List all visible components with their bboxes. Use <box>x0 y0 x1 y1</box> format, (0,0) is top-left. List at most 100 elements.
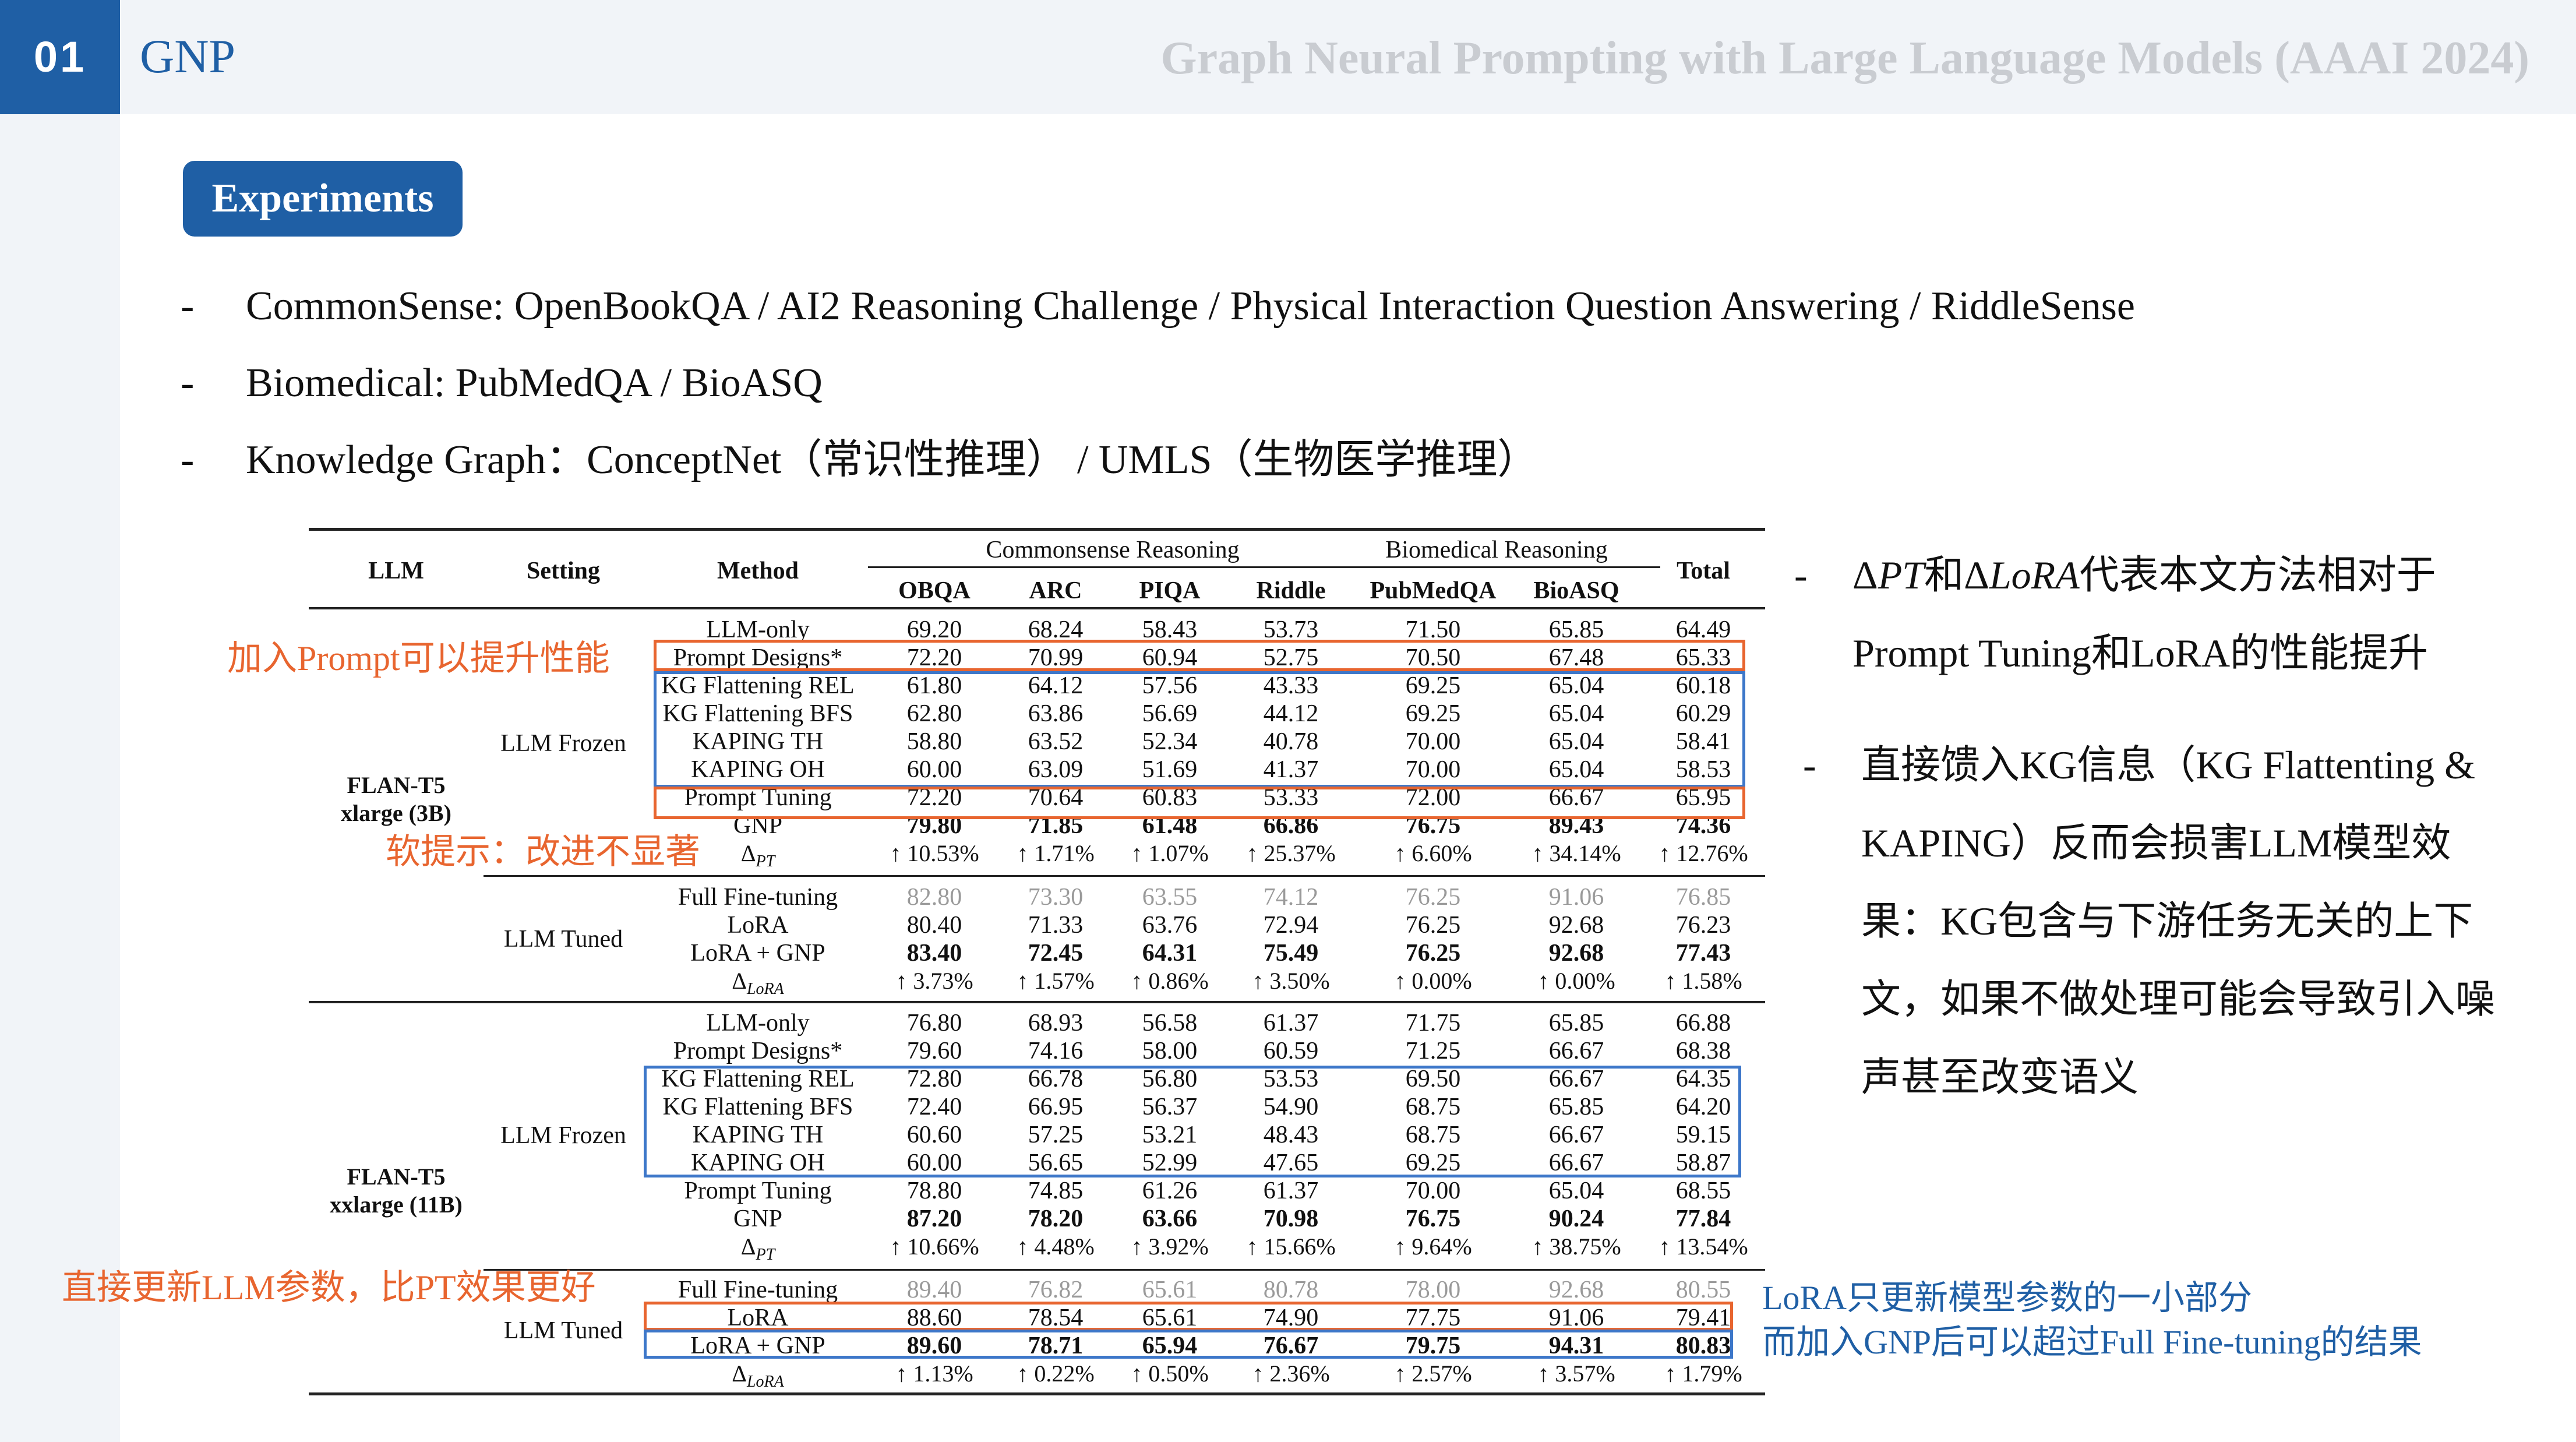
annotation-soft-prompt: 软提示：改进不显著 <box>386 833 700 871</box>
right-note-kg-line: 果：KG包含与下游任务无关的上下 <box>1861 899 2473 943</box>
table-cell: 66.67 <box>1548 1066 1604 1092</box>
table-cell: 68.55 <box>1675 1177 1731 1204</box>
table-cell: 74.90 <box>1263 1305 1319 1331</box>
table-cell: 64.20 <box>1675 1094 1731 1120</box>
highlight-prompt-designs <box>654 640 1745 671</box>
llm-name-line2: xlarge (3B) <box>341 800 451 826</box>
table-cell: 75.49 <box>1263 940 1319 967</box>
table-cell: 72.80 <box>906 1066 962 1092</box>
table-rule-bottom <box>309 1392 1765 1395</box>
table-cell: 60.94 <box>1142 644 1198 671</box>
table-cell: 87.20 <box>906 1205 962 1232</box>
table-cell: 64.49 <box>1675 616 1731 643</box>
table-cell: 76.25 <box>1405 940 1461 967</box>
table-cell: ↑ 1.13% <box>895 1360 973 1387</box>
row-method: GNP <box>733 1205 783 1232</box>
table-cell: 47.65 <box>1263 1150 1319 1176</box>
annotation-lora: LoRA只更新模型参数的一小部分 而加入GNP后可以超过Full Fine-tun… <box>1762 1276 2422 1365</box>
row-method: Prompt Designs* <box>673 1038 843 1064</box>
table-cell: 65.04 <box>1548 756 1604 783</box>
table-cell: 52.99 <box>1142 1150 1198 1176</box>
table-cell: 76.75 <box>1405 812 1461 839</box>
table-cell: 65.61 <box>1142 1277 1198 1303</box>
table-cell: 57.25 <box>1028 1122 1084 1148</box>
table-cell: 65.94 <box>1142 1332 1198 1359</box>
table-cell: ↑ 6.60% <box>1394 840 1472 866</box>
table-cell: 52.75 <box>1263 644 1319 671</box>
table-cell: 58.43 <box>1142 616 1198 643</box>
header-method: Method <box>717 558 799 584</box>
section-title: GNP <box>140 30 236 83</box>
table-cell: 63.09 <box>1028 756 1084 783</box>
table-cell: 79.60 <box>906 1038 962 1064</box>
table-cell: 58.87 <box>1675 1150 1731 1176</box>
table-cell: 76.67 <box>1263 1332 1319 1359</box>
table-cell: 56.37 <box>1142 1094 1198 1120</box>
table-rule-llm-sep <box>309 1001 1765 1003</box>
table-cell: 73.30 <box>1028 884 1084 911</box>
table-cell: 60.18 <box>1675 672 1731 699</box>
row-method: KG Flattening REL <box>661 672 855 699</box>
table-cell: 77.84 <box>1675 1205 1731 1232</box>
table-cell: 58.53 <box>1675 756 1731 783</box>
table-cell: 58.80 <box>906 728 962 755</box>
right-note-kg: - 直接馈入KG信息（KG Flattenting & KAPING）反而会损害… <box>1803 726 2495 1116</box>
table-cell: 60.60 <box>906 1122 962 1148</box>
setting-tuned-xlarge: LLM Tuned <box>503 926 623 953</box>
table-cell: 69.25 <box>1405 1150 1461 1176</box>
table-cell: 72.00 <box>1405 784 1461 811</box>
table-cell: 92.68 <box>1548 912 1604 939</box>
table-cell: 60.00 <box>906 1150 962 1176</box>
table-cell: 56.65 <box>1028 1150 1084 1176</box>
row-method: Full Fine-tuning <box>677 884 838 911</box>
table-cell: 80.55 <box>1675 1277 1731 1303</box>
delta-subscript: PT <box>756 852 775 870</box>
bullet-text: Biomedical: PubMedQA / BioASQ <box>246 361 823 406</box>
table-cell: 60.83 <box>1142 784 1198 811</box>
column-header: PIQA <box>1139 577 1201 604</box>
table-cell: 62.80 <box>906 700 962 727</box>
table-rule-top <box>309 528 1765 531</box>
table-cell: ↑ 10.53% <box>890 840 979 866</box>
table-cell: 66.67 <box>1548 1150 1604 1176</box>
table-cell: 53.21 <box>1142 1122 1198 1148</box>
highlight-prompt-tuning <box>654 787 1745 819</box>
delta-subscript: PT <box>756 1246 775 1264</box>
table-cell: 82.80 <box>906 884 962 911</box>
table-cell: ↑ 1.71% <box>1017 840 1095 866</box>
table-cell: 63.55 <box>1142 884 1198 911</box>
table-cell: 83.40 <box>906 940 962 967</box>
table-cell: 66.95 <box>1028 1094 1084 1120</box>
table-cell: 53.33 <box>1263 784 1319 811</box>
table-cell: 78.71 <box>1028 1332 1084 1359</box>
header-llm: LLM <box>368 558 424 584</box>
delta-symbol: Δ <box>732 968 747 994</box>
annotation-direct-update: 直接更新LLM参数，比PT效果更好 <box>62 1268 596 1307</box>
table-cell: 63.52 <box>1028 728 1084 755</box>
row-method: Prompt Tuning <box>684 784 832 811</box>
table-rule-tuned-1 <box>484 875 1765 877</box>
table-cell: ↑ 3.73% <box>895 968 973 994</box>
right-note-dash: - <box>1794 553 1808 597</box>
table-cell: ↑ 2.36% <box>1252 1360 1330 1387</box>
table-cell: 71.50 <box>1405 616 1461 643</box>
table-cell: 76.23 <box>1675 912 1731 939</box>
setting-frozen-xxlarge: LLM Frozen <box>500 1122 626 1149</box>
row-method: LLM-only <box>706 616 810 643</box>
table-cell: 58.00 <box>1142 1038 1198 1064</box>
table-cell: 79.75 <box>1405 1332 1461 1359</box>
table-cell: ↑ 38.75% <box>1532 1233 1621 1260</box>
delta-subscript: LoRA <box>746 1373 784 1391</box>
bullet-dash: - <box>181 361 195 406</box>
slide-title: Graph Neural Prompting with Large Langua… <box>1160 33 2529 84</box>
table-cell: 58.41 <box>1675 728 1731 755</box>
delta-lora: LoRA <box>1989 553 2080 597</box>
bullet-biomedical: - Biomedical: PubMedQA / BioASQ <box>181 354 823 412</box>
row-method: ΔPT <box>741 840 775 876</box>
bullet-text: CommonSense: OpenBookQA / AI2 Reasoning … <box>246 284 2135 329</box>
table-cell: 68.93 <box>1028 1010 1084 1036</box>
table-cell: 68.24 <box>1028 616 1084 643</box>
table-cell: 66.67 <box>1548 1038 1604 1064</box>
table-cell: ↑ 3.57% <box>1537 1360 1615 1387</box>
table-cell: 56.58 <box>1142 1010 1198 1036</box>
